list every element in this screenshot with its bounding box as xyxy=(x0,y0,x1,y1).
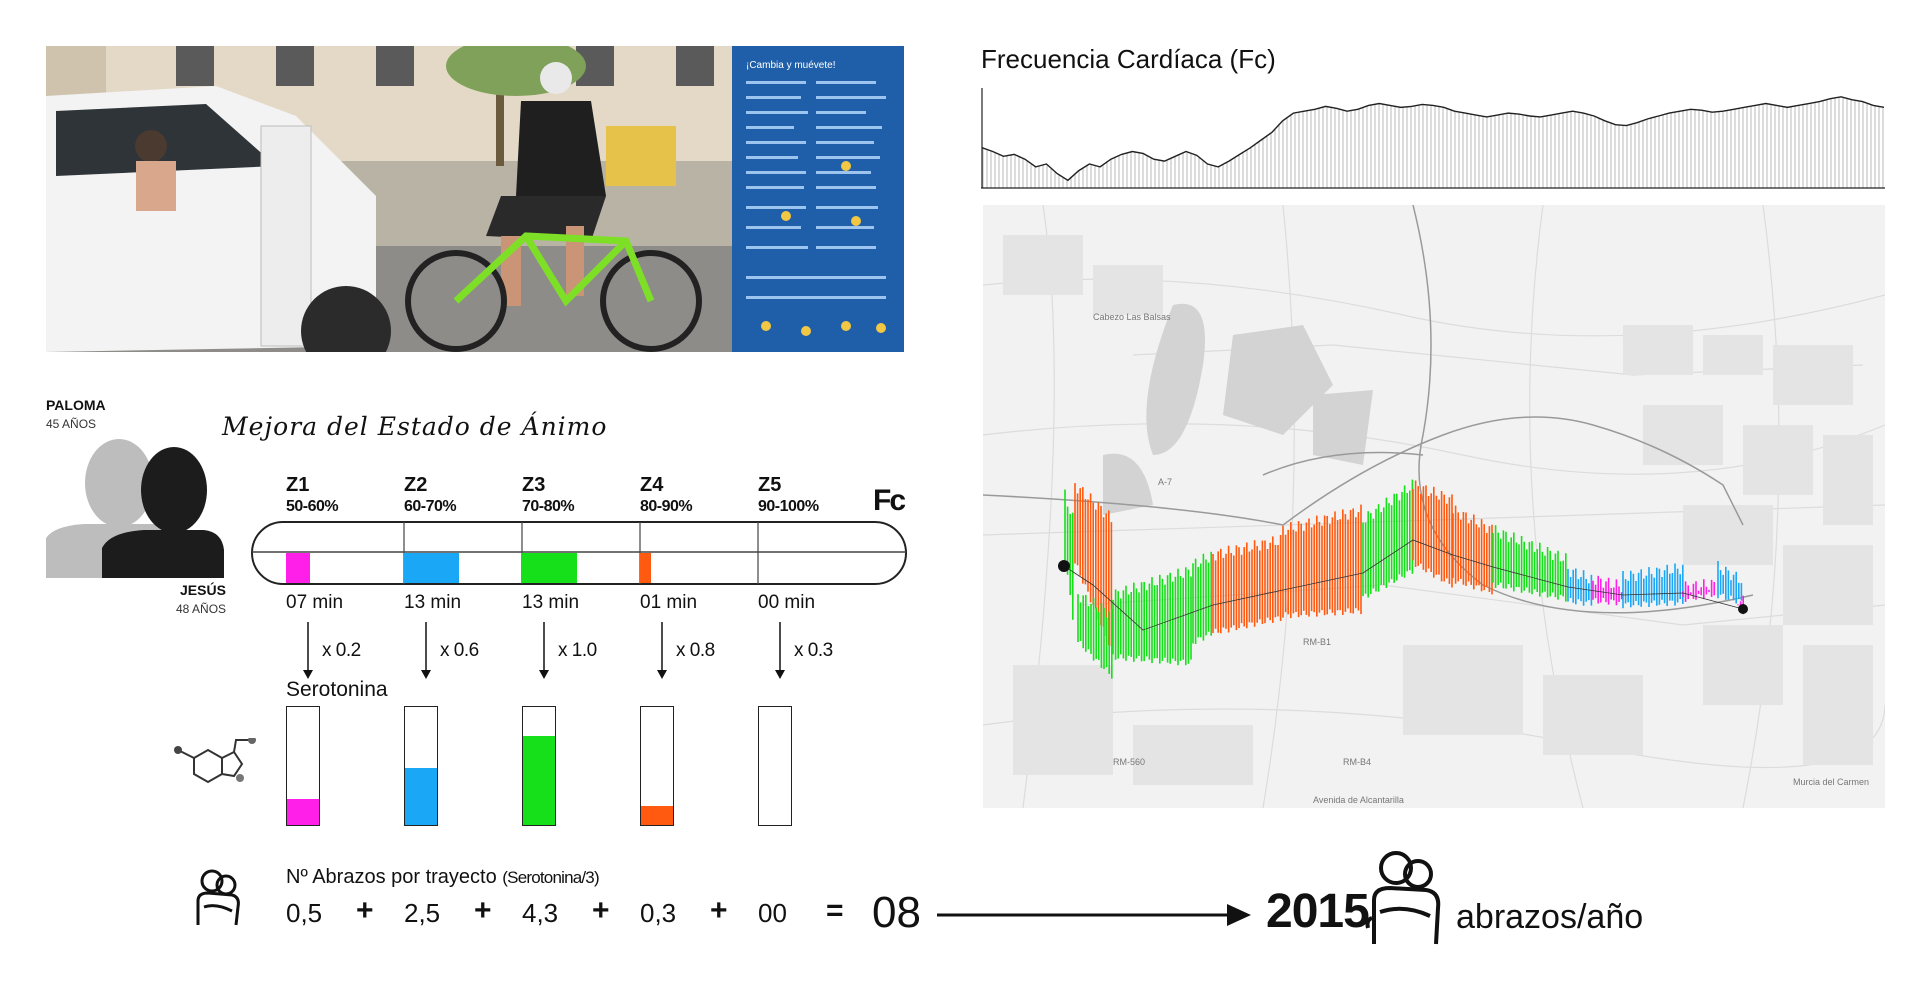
zone-2-name: Z2 xyxy=(404,474,428,496)
zone-4-factor: x 0.8 xyxy=(676,640,715,661)
zone-4-serotonin-fill xyxy=(641,806,673,825)
hugs-label: Nº Abrazos por trayecto (Serotonina/3) xyxy=(286,866,600,888)
zone-time-bar xyxy=(251,521,907,585)
route-heart-rate-bars xyxy=(1063,479,1747,679)
zone-3-serotonin-fill xyxy=(523,736,555,825)
zone-1-serotonin-fill xyxy=(287,799,319,825)
zone-2-time-fill xyxy=(404,553,459,583)
persons-silhouette-icon xyxy=(46,439,224,578)
map-label-rm560: RM-560 xyxy=(1113,757,1145,767)
zone-4-arrow-icon xyxy=(656,622,668,680)
zone-1-time: 07 min xyxy=(286,592,344,613)
zone-5-serotonin-vial xyxy=(758,706,792,826)
zone-2-factor: x 0.6 xyxy=(440,640,479,661)
zone-5-arrow-icon xyxy=(774,622,786,680)
zone-5-name: Z5 xyxy=(758,474,782,496)
map-label-rmb4: RM-B4 xyxy=(1343,757,1371,767)
plus-sign-3: + xyxy=(592,894,610,927)
zone-1-name: Z1 xyxy=(286,474,310,496)
fc-label: Fc xyxy=(873,484,906,517)
hug-icon xyxy=(196,869,240,926)
heart-rate-line xyxy=(981,96,1885,182)
person-b-name: JESÚS xyxy=(180,582,226,598)
result-arrow-icon xyxy=(937,904,1251,926)
hugs-term-2: 2,5 xyxy=(404,898,441,928)
map-blocks xyxy=(1003,235,1873,785)
zone-4-range: 80-90% xyxy=(640,498,693,515)
hugs-term-4: 0,3 xyxy=(640,898,677,928)
serotonin-label: Serotonina xyxy=(286,678,388,701)
photo-illustration: ¡Cambia y muévete! xyxy=(46,46,904,352)
zone-2-serotonin-fill xyxy=(405,768,437,825)
zone-4-name: Z4 xyxy=(640,474,664,496)
plus-sign-2: + xyxy=(474,894,492,927)
zone-2-time: 13 min xyxy=(404,592,462,613)
zone-4-serotonin-vial xyxy=(640,706,674,826)
map-label-murcia: Murcia del Carmen xyxy=(1793,777,1869,787)
map-parks xyxy=(1103,303,1373,515)
big-hug-icon xyxy=(1365,851,1441,945)
annual-hugs-value: 2015 xyxy=(1266,885,1370,938)
zone-1-arrow-icon xyxy=(302,622,314,680)
zone-1-time-fill xyxy=(286,553,310,583)
route-map: A-7 RM-B1 RM-B4 RM-560 Avenida de Alcant… xyxy=(983,205,1885,808)
zone-3-arrow-icon xyxy=(538,622,550,680)
heart-rate-chart xyxy=(981,88,1885,189)
zone-1-factor: x 0.2 xyxy=(322,640,361,661)
plus-sign-4: + xyxy=(710,894,728,927)
cyclist-photo: ¡Cambia y muévete! xyxy=(46,46,904,352)
route-end-marker xyxy=(1738,604,1748,614)
zone-4-time: 01 min xyxy=(640,592,698,613)
annual-hugs-unit: abrazos/año xyxy=(1456,898,1644,936)
person-a-age: 45 AÑOS xyxy=(46,417,97,431)
zone-3-time-fill xyxy=(522,553,577,583)
zone-5-factor: x 0.3 xyxy=(794,640,833,661)
zone-3-name: Z3 xyxy=(522,474,546,496)
zone-3-range: 70-80% xyxy=(522,498,575,515)
zone-1-serotonin-vial xyxy=(286,706,320,826)
zone-4-time-fill xyxy=(640,553,651,583)
hugs-term-1: 0,5 xyxy=(286,898,323,928)
mood-title: Mejora del Estado de Ánimo xyxy=(222,412,608,441)
person-b-age: 48 AÑOS xyxy=(176,602,227,616)
zone-2-serotonin-vial xyxy=(404,706,438,826)
zone-1-range: 50-60% xyxy=(286,498,339,515)
zone-5-range: 90-100% xyxy=(758,498,819,515)
zone-3-time: 13 min xyxy=(522,592,580,613)
map-roads xyxy=(983,205,1754,614)
zone-3-factor: x 1.0 xyxy=(558,640,597,661)
heart-rate-title: Frecuencia Cardíaca (Fc) xyxy=(981,44,1276,74)
plus-sign-1: + xyxy=(356,894,374,927)
hugs-term-5: 00 xyxy=(758,898,787,928)
serotonin-molecule-icon xyxy=(174,738,256,784)
hugs-term-3: 4,3 xyxy=(522,898,559,928)
zone-2-range: 60-70% xyxy=(404,498,457,515)
route-line xyxy=(1063,539,1744,631)
zone-2-arrow-icon xyxy=(420,622,432,680)
hugs-total: 08 xyxy=(872,888,921,937)
map-label-a7: A-7 xyxy=(1158,477,1172,487)
map-label-cabezo: Cabezo Las Balsas xyxy=(1093,312,1171,322)
equals-sign: = xyxy=(826,894,844,927)
zone-5-time: 00 min xyxy=(758,592,816,613)
poster-title: ¡Cambia y muévete! xyxy=(746,60,835,71)
map-label-avenida: Avenida de Alcantarilla xyxy=(1313,795,1404,805)
person-a-name: PALOMA xyxy=(46,397,106,413)
map-label-rmb1: RM-B1 xyxy=(1303,637,1331,647)
zone-3-serotonin-vial xyxy=(522,706,556,826)
route-start-marker xyxy=(1058,560,1070,572)
